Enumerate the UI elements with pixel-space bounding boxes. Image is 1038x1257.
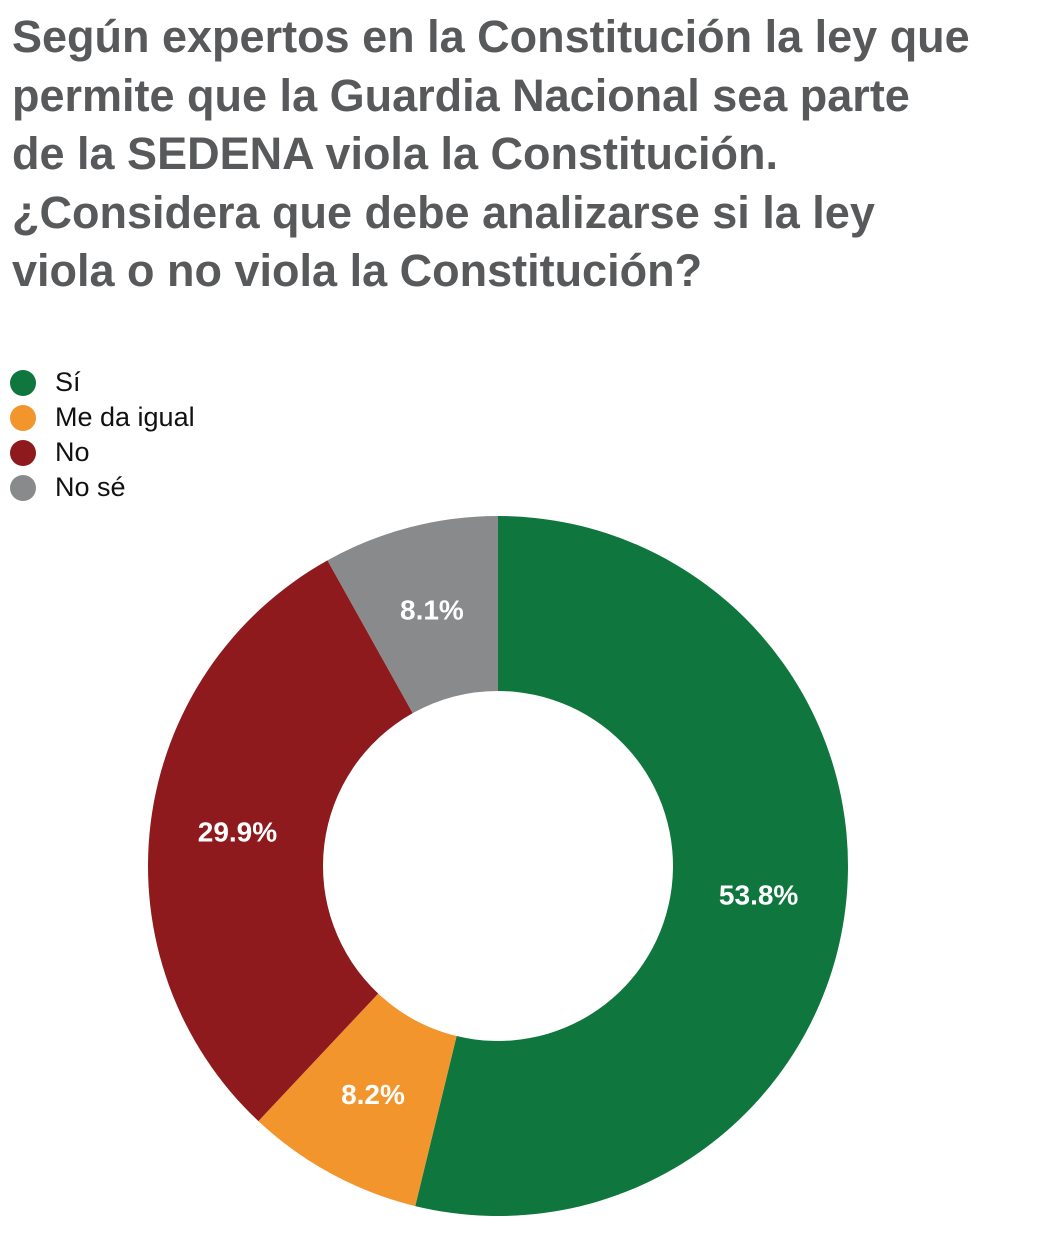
legend-label: Sí [55,367,81,397]
data-label: 29.9% [198,816,277,847]
data-label: 8.1% [400,594,464,625]
donut-slice [148,560,413,1122]
donut-slice [258,993,457,1207]
chart-title: Según expertos en la Constitución la ley… [12,11,970,296]
donut-slice [415,516,848,1217]
donut-slice [327,516,498,714]
data-label: 8.2% [341,1079,405,1110]
legend-marker [10,370,36,396]
legend-label: No sé [55,472,126,502]
data-label: 53.8% [719,880,798,911]
legend-marker [10,405,36,431]
legend-label: Me da igual [55,402,195,432]
legend-marker [10,440,36,466]
legend-label: No [55,437,90,467]
legend-marker [10,475,36,501]
